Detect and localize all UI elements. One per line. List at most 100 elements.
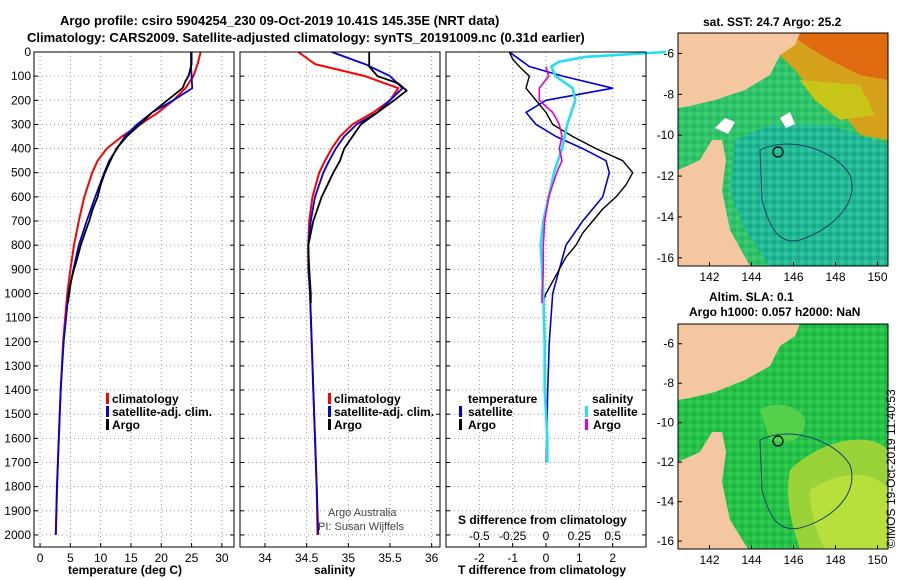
map-lat-label: -16 <box>657 534 675 548</box>
figure-title-line2: Climatology: CARS2009. Satellite-adjuste… <box>27 30 585 45</box>
s-diff-tick-label: 0.25 <box>568 529 592 543</box>
legend-label-climatology: climatology <box>334 392 401 406</box>
x-tick-label: 2 <box>609 551 616 565</box>
plot-background <box>240 52 440 547</box>
x-tick-label: 25 <box>185 551 199 565</box>
legend-label-sal-satellite: satellite <box>593 405 638 419</box>
x-tick-label: -2 <box>474 551 485 565</box>
map-lon-label: 150 <box>867 270 887 284</box>
sla-map-frame <box>677 323 889 550</box>
x-tick-label: 1 <box>576 551 583 565</box>
credit-pi: PI: Susan Wijffels <box>318 521 404 533</box>
depth-tick-label: 1100 <box>5 311 31 325</box>
x-tick-label: 15 <box>124 551 138 565</box>
land-cape-york <box>678 140 750 266</box>
legend-swatch-sal-argo <box>585 419 588 430</box>
x-tick-label: 35.5 <box>378 551 402 565</box>
legend-label-climatology: climatology <box>112 392 179 406</box>
depth-tick-label: 1200 <box>4 335 31 349</box>
depth-tick-label: 300 <box>11 117 31 131</box>
legend-label-argo: Argo <box>112 418 140 432</box>
temperature-legend: climatology satellite-adj. clim. Argo <box>106 392 212 432</box>
depth-tick-label: 1700 <box>4 455 31 469</box>
sla-map-axes: 142 144 146 148 150 -6 -8 -10 -12 -14 -16 <box>657 337 888 567</box>
depth-tick-label: 1000 <box>4 286 31 300</box>
depth-tick-label: 0 <box>24 45 31 59</box>
x-tick-label: 36 <box>425 551 439 565</box>
cloud-patch <box>715 118 735 134</box>
map-lat-label: -6 <box>663 46 674 60</box>
difference-legend: temperature satellite Argo salinity sate… <box>459 392 638 432</box>
s-diff-tick-label: -0.5 <box>469 529 490 543</box>
sst-map-title: sat. SST: 24.7 Argo: 25.2 <box>703 15 842 29</box>
map-lat-label: -12 <box>657 455 675 469</box>
map-lon-label: 148 <box>825 270 845 284</box>
series-line <box>508 51 634 304</box>
map-lon-label: 142 <box>699 553 719 567</box>
x-tick-label: 5 <box>67 551 74 565</box>
isobath-contour <box>759 433 853 530</box>
depth-tick-label: 1300 <box>4 359 31 373</box>
map-lon-label: 142 <box>699 270 719 284</box>
legend-swatch-climatology <box>106 393 109 404</box>
sla-map: Altim. SLA: 0.1 Argo h1000: 0.057 h2000:… <box>657 290 889 567</box>
depth-tick-label: 800 <box>11 238 31 252</box>
s-diff-tick-label: 0 <box>543 529 550 543</box>
land-papua-new-guinea <box>678 33 800 108</box>
series-line <box>538 66 563 304</box>
x-tick-label: 35 <box>342 551 356 565</box>
plot-frame <box>239 51 441 548</box>
argo-position-marker <box>772 435 784 447</box>
sst-yellow-region <box>800 80 875 120</box>
legend-title-temperature: temperature <box>468 392 538 406</box>
legend-label-satellite: satellite-adj. clim. <box>112 405 212 419</box>
sst-map: sat. SST: 24.7 Argo: 25.2 142 144 146 148 15… <box>657 15 889 284</box>
depth-tick-label: 1800 <box>4 480 31 494</box>
land-papua-new-guinea <box>678 324 800 400</box>
map-lat-label: -14 <box>657 210 675 224</box>
depth-tick-label: 700 <box>11 214 31 228</box>
credit-argo-australia: Argo Australia <box>328 507 397 519</box>
series-line <box>307 51 404 535</box>
sst-teal-region <box>730 125 888 266</box>
figure-title-line1: Argo profile: csiro 5904254_230 09-Oct-2… <box>60 13 499 28</box>
sla-positive-region <box>760 404 805 442</box>
map-lat-label: -14 <box>657 495 675 509</box>
depth-tick-label: 1900 <box>4 504 31 518</box>
sla-map-title1: Altim. SLA: 0.1 <box>709 290 794 304</box>
x-tick-label: 34 <box>258 551 272 565</box>
series-line <box>67 52 193 304</box>
map-lat-label: -16 <box>657 251 675 265</box>
legend-label-temp-satellite: satellite <box>468 405 513 419</box>
sla-higher-region <box>810 475 888 549</box>
map-lat-label: -6 <box>663 337 674 351</box>
x-tick-label: -1 <box>507 551 518 565</box>
sst-map-frame <box>677 32 889 267</box>
legend-swatch-temp-argo <box>459 419 462 430</box>
map-lon-label: 146 <box>783 270 803 284</box>
legend-swatch-climatology <box>328 393 331 404</box>
plot-frame <box>33 51 235 548</box>
series-line <box>307 52 408 304</box>
map-lon-label: 150 <box>867 553 887 567</box>
temperature-axis-label: temperature (deg C) <box>68 563 182 577</box>
plot-frame <box>445 51 647 548</box>
legend-swatch-argo <box>106 419 109 430</box>
difference-panel: -2 -1 0 1 2 -0.5 -0.25 0 0.25 0.5 <box>445 50 667 565</box>
s-diff-tick-label: -0.25 <box>499 529 527 543</box>
argo-position-marker <box>772 146 784 158</box>
sst-map-axes: 142 144 146 148 150 -6 -8 -10 -12 -14 -16 <box>657 46 888 284</box>
x-tick-label: 0 <box>543 551 550 565</box>
depth-tick-label: 2000 <box>4 528 31 542</box>
legend-swatch-temp-satellite <box>459 406 462 417</box>
legend-label-satellite: satellite-adj. clim. <box>334 405 434 419</box>
depth-tick-label: 1500 <box>4 407 31 421</box>
legend-label-sal-argo: Argo <box>593 418 621 432</box>
map-lat-label: -8 <box>663 376 674 390</box>
legend-swatch-sal-satellite <box>585 406 588 417</box>
x-tick-label: 10 <box>94 551 108 565</box>
legend-title-salinity: salinity <box>592 392 634 406</box>
x-tick-label: 34.5 <box>295 551 319 565</box>
salinity-panel: 34 34.5 35 35.5 36 <box>239 51 441 565</box>
